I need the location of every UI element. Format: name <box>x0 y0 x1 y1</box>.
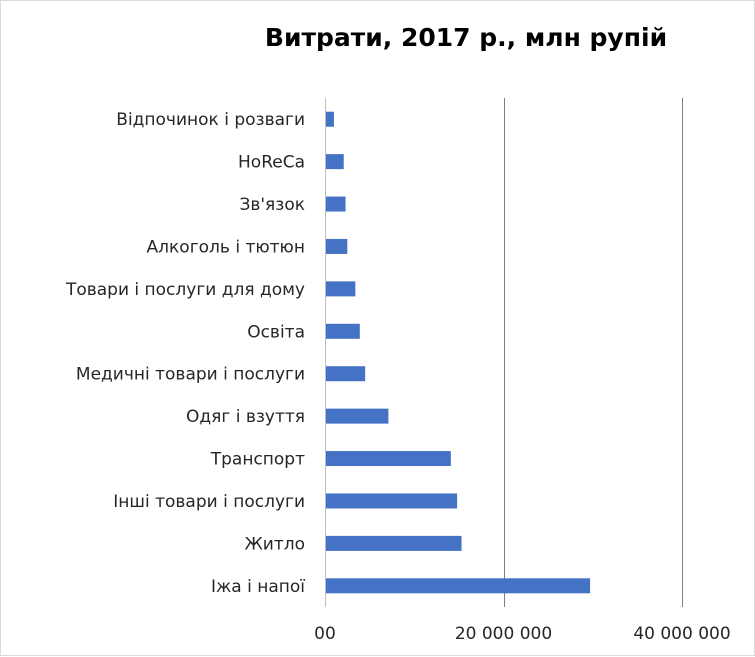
bar <box>326 154 344 170</box>
category-label: Транспорт <box>210 450 305 470</box>
category-label: Іжа і напої <box>211 577 305 597</box>
gridlines <box>325 98 683 607</box>
x-axis-tick-labels: 00 20 000 000 40 000 000 <box>314 624 730 644</box>
category-label: Зв'язок <box>239 195 305 215</box>
category-label: Відпочинок і розваги <box>116 110 305 130</box>
bar <box>326 323 360 339</box>
bar <box>326 281 356 297</box>
bar <box>326 196 346 212</box>
bar <box>326 408 389 424</box>
x-tick-label: 20 000 000 <box>455 624 552 644</box>
bar <box>326 493 458 509</box>
category-label: Одяг і взуття <box>186 407 305 427</box>
chart-title: Витрати, 2017 р., млн рупій <box>265 23 667 52</box>
bar <box>326 238 348 254</box>
bar <box>326 111 334 127</box>
x-tick-label: 40 000 000 <box>633 624 730 644</box>
bar <box>326 578 591 594</box>
category-label: HoReCa <box>238 153 305 173</box>
category-label: Медичні товари і послуги <box>76 365 305 385</box>
category-label: Інші товари і послуги <box>113 492 305 512</box>
category-label: Освіта <box>247 322 305 342</box>
category-label: Товари і послуги для дому <box>65 280 305 300</box>
bar <box>326 366 366 382</box>
bars <box>326 111 591 594</box>
bar <box>326 535 462 551</box>
category-label: Житло <box>244 534 305 554</box>
category-labels: Іжа і напої Житло Інші товари і послуги Тра… <box>65 110 305 597</box>
category-label: Алкоголь і тютюн <box>147 237 305 257</box>
bar <box>326 451 451 467</box>
x-tick-label: 00 <box>314 624 336 644</box>
